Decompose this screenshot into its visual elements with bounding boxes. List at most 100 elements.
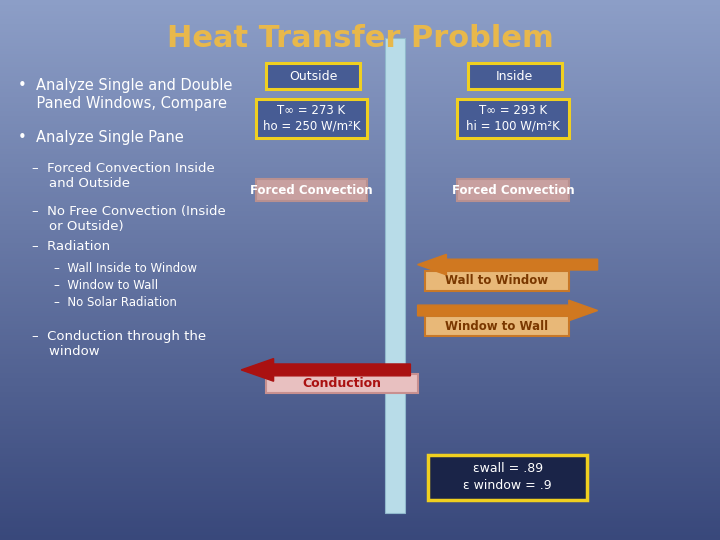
- Bar: [0, 140, 720, 143]
- Bar: [0, 491, 720, 494]
- Text: Inside: Inside: [496, 70, 534, 83]
- Bar: [0, 270, 720, 273]
- Bar: [0, 459, 720, 462]
- FancyBboxPatch shape: [428, 455, 587, 500]
- Bar: [0, 535, 720, 537]
- Bar: [0, 400, 720, 402]
- Text: Outside: Outside: [289, 70, 338, 83]
- Bar: [0, 111, 720, 113]
- Bar: [0, 24, 720, 27]
- Bar: [0, 135, 720, 138]
- Bar: [0, 467, 720, 470]
- Bar: [0, 178, 720, 181]
- Bar: [0, 410, 720, 413]
- Bar: [0, 432, 720, 435]
- Text: Window to Wall: Window to Wall: [445, 320, 549, 333]
- Bar: [0, 5, 720, 8]
- Bar: [0, 40, 720, 43]
- Bar: [0, 105, 720, 108]
- Bar: [0, 289, 720, 292]
- Bar: [0, 518, 720, 521]
- Bar: [0, 89, 720, 92]
- Bar: [0, 346, 720, 348]
- Bar: [0, 464, 720, 467]
- Bar: [0, 405, 720, 408]
- Bar: [0, 124, 720, 127]
- Bar: [0, 370, 720, 373]
- Text: Conduction: Conduction: [302, 377, 382, 390]
- Bar: [0, 8, 720, 11]
- Bar: [0, 232, 720, 235]
- Bar: [0, 22, 720, 24]
- Bar: [0, 529, 720, 532]
- Bar: [0, 275, 720, 278]
- Bar: [0, 338, 720, 340]
- Bar: [0, 340, 720, 343]
- Text: T∞ = 293 K
hi = 100 W/m²K: T∞ = 293 K hi = 100 W/m²K: [466, 104, 560, 133]
- Bar: [0, 259, 720, 262]
- Bar: [0, 59, 720, 62]
- Bar: [0, 308, 720, 310]
- Bar: [0, 394, 720, 397]
- Bar: [0, 413, 720, 416]
- Bar: [0, 157, 720, 159]
- Bar: [0, 513, 720, 516]
- FancyBboxPatch shape: [266, 63, 360, 89]
- Bar: [0, 221, 720, 224]
- Bar: [0, 3, 720, 5]
- Bar: [0, 448, 720, 451]
- Bar: [0, 373, 720, 375]
- Bar: [0, 435, 720, 437]
- Bar: [0, 173, 720, 176]
- Bar: [0, 364, 720, 367]
- Bar: [0, 159, 720, 162]
- Bar: [0, 54, 720, 57]
- Bar: [0, 184, 720, 186]
- Bar: [0, 73, 720, 76]
- Bar: [0, 254, 720, 256]
- Bar: [0, 197, 720, 200]
- Bar: [0, 281, 720, 284]
- Bar: [0, 243, 720, 246]
- Bar: [0, 108, 720, 111]
- Bar: [0, 284, 720, 286]
- Bar: [0, 84, 720, 86]
- Bar: [0, 167, 720, 170]
- Text: Heat Transfer Problem: Heat Transfer Problem: [166, 24, 554, 53]
- Bar: [0, 273, 720, 275]
- Bar: [0, 57, 720, 59]
- Bar: [0, 65, 720, 68]
- Bar: [0, 127, 720, 130]
- Text: Forced Convection: Forced Convection: [250, 184, 373, 197]
- Bar: [0, 219, 720, 221]
- Bar: [0, 392, 720, 394]
- Bar: [0, 119, 720, 122]
- Bar: [0, 378, 720, 381]
- Bar: [0, 205, 720, 208]
- Bar: [0, 27, 720, 30]
- Bar: [0, 316, 720, 319]
- Bar: [0, 446, 720, 448]
- Bar: [0, 454, 720, 456]
- Bar: [0, 113, 720, 116]
- Text: εwall = .89
ε window = .9: εwall = .89 ε window = .9: [463, 462, 552, 492]
- Bar: [0, 502, 720, 505]
- Bar: [0, 122, 720, 124]
- Bar: [0, 19, 720, 22]
- Bar: [0, 302, 720, 305]
- Bar: [0, 51, 720, 54]
- Bar: [0, 472, 720, 475]
- Bar: [0, 154, 720, 157]
- Bar: [0, 481, 720, 483]
- Bar: [0, 494, 720, 497]
- Bar: [0, 356, 720, 359]
- Bar: [0, 332, 720, 335]
- Bar: [0, 359, 720, 362]
- Bar: [0, 208, 720, 211]
- Text: –  Window to Wall: – Window to Wall: [54, 279, 158, 292]
- Bar: [0, 537, 720, 540]
- Bar: [0, 151, 720, 154]
- Bar: [0, 451, 720, 454]
- Bar: [0, 278, 720, 281]
- Bar: [0, 497, 720, 500]
